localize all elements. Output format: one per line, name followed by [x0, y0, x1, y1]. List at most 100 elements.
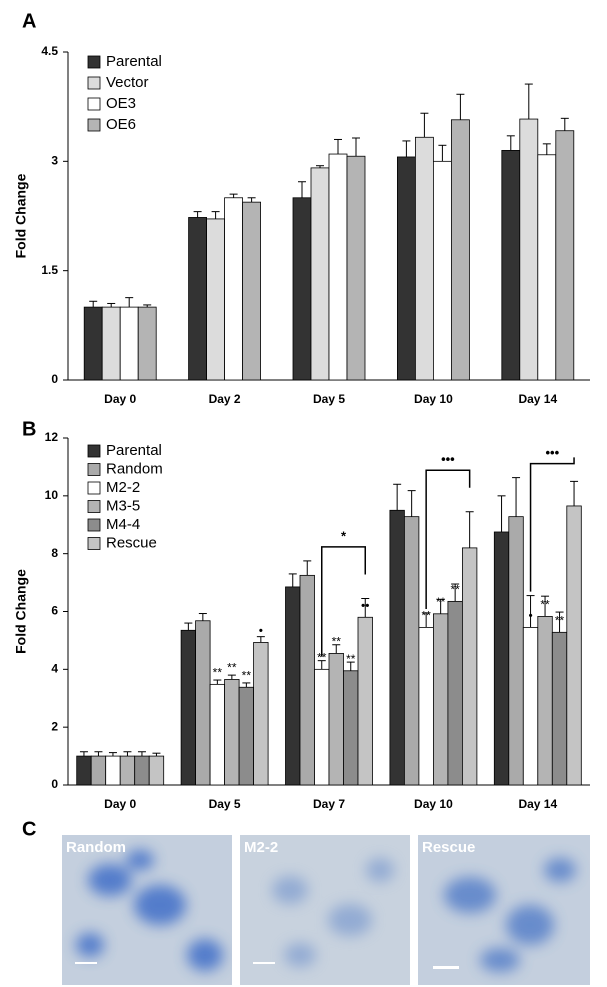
significance-label: ** — [540, 598, 550, 612]
bar — [90, 755, 107, 786]
significance-label: ** — [555, 613, 565, 627]
bracket-label: * — [341, 528, 347, 543]
panel-label: C — [22, 818, 36, 840]
significance-label: ** — [213, 666, 223, 680]
legend-swatch — [87, 537, 101, 550]
x-tick-label: Day 7 — [313, 797, 345, 811]
bar — [447, 600, 463, 786]
legend-label: M2-2 — [106, 479, 140, 496]
bar — [396, 156, 416, 381]
legend-label: Vector — [106, 74, 149, 91]
legend-swatch — [87, 76, 101, 90]
bar — [206, 218, 226, 381]
x-tick-label: Day 10 — [414, 797, 453, 811]
y-axis-label: Fold Change — [13, 569, 29, 654]
bracket-label: ••• — [545, 445, 559, 460]
bar — [450, 119, 470, 381]
legend-swatch — [87, 500, 101, 513]
significance-label: ** — [332, 635, 342, 649]
legend-swatch — [87, 97, 101, 111]
bar — [148, 755, 165, 786]
x-tick-label: Day 5 — [313, 392, 345, 406]
image-label: Rescue — [422, 839, 475, 856]
legend-label: OE3 — [106, 95, 136, 112]
legend-label: OE6 — [106, 116, 136, 133]
legend-label: Rescue — [106, 534, 157, 551]
legend-label: Parental — [106, 442, 162, 459]
bar — [522, 627, 539, 786]
significance-label: ** — [450, 583, 460, 597]
bar — [357, 616, 373, 786]
image-label: Random — [66, 839, 126, 856]
bar — [224, 679, 240, 786]
bar — [101, 306, 121, 381]
y-tick-label: 4.5 — [41, 44, 58, 58]
y-tick-label: 12 — [45, 430, 59, 444]
bar — [299, 574, 315, 786]
bracket — [321, 546, 366, 657]
significance-label: • — [259, 624, 263, 638]
legend-swatch — [87, 463, 101, 476]
x-tick-label: Day 5 — [209, 797, 241, 811]
significance-label: ** — [317, 651, 327, 665]
bar — [328, 653, 344, 786]
image-label: M2-2 — [244, 839, 278, 856]
legend-swatch — [87, 55, 101, 69]
bar — [501, 149, 521, 381]
legend-swatch — [87, 481, 101, 495]
bar — [253, 642, 269, 786]
x-tick-label: Day 0 — [104, 797, 136, 811]
bar — [137, 306, 157, 381]
significance-label: ** — [346, 652, 356, 666]
significance-label: ** — [227, 661, 237, 675]
bar — [555, 130, 575, 381]
legend-label: Random — [106, 460, 163, 477]
legend-swatch — [87, 444, 101, 458]
bar — [328, 153, 348, 381]
panel-c-images — [62, 835, 590, 985]
bar — [310, 167, 330, 381]
bar — [292, 197, 312, 381]
bar — [105, 755, 121, 786]
bar — [134, 755, 150, 786]
y-tick-label: 2 — [51, 719, 58, 733]
y-tick-label: 1.5 — [41, 263, 58, 277]
x-tick-label: Day 14 — [518, 392, 557, 406]
bar — [209, 683, 226, 786]
x-tick-label: Day 14 — [518, 797, 557, 811]
x-tick-label: Day 2 — [209, 392, 241, 406]
y-tick-label: 0 — [51, 777, 58, 791]
bracket-label: ••• — [441, 452, 455, 467]
bar — [519, 118, 539, 381]
y-tick-label: 8 — [51, 546, 58, 560]
bar — [242, 201, 262, 381]
bar — [188, 217, 208, 381]
bracket — [425, 469, 471, 609]
bar — [418, 627, 434, 786]
legend-label: M4-4 — [106, 516, 140, 533]
bar — [551, 631, 568, 786]
bar — [432, 613, 449, 786]
bar — [314, 668, 330, 786]
bar — [224, 197, 244, 381]
bar — [566, 505, 582, 786]
bar — [389, 509, 405, 786]
bar — [285, 586, 301, 786]
bar — [83, 306, 103, 381]
significance-label: • — [528, 609, 532, 623]
y-tick-label: 4 — [51, 662, 58, 676]
y-tick-label: 0 — [51, 372, 58, 386]
legend-label: M3-5 — [106, 497, 140, 514]
bar — [461, 547, 478, 786]
bar — [493, 531, 510, 786]
y-tick-label: 3 — [51, 154, 58, 168]
y-tick-label: 10 — [45, 488, 59, 502]
bar — [403, 516, 420, 786]
bar — [414, 136, 434, 381]
bar — [343, 670, 359, 786]
bar — [346, 155, 366, 381]
panel-label: A — [22, 10, 36, 32]
bar — [537, 616, 553, 786]
significance-label: ** — [242, 668, 252, 682]
